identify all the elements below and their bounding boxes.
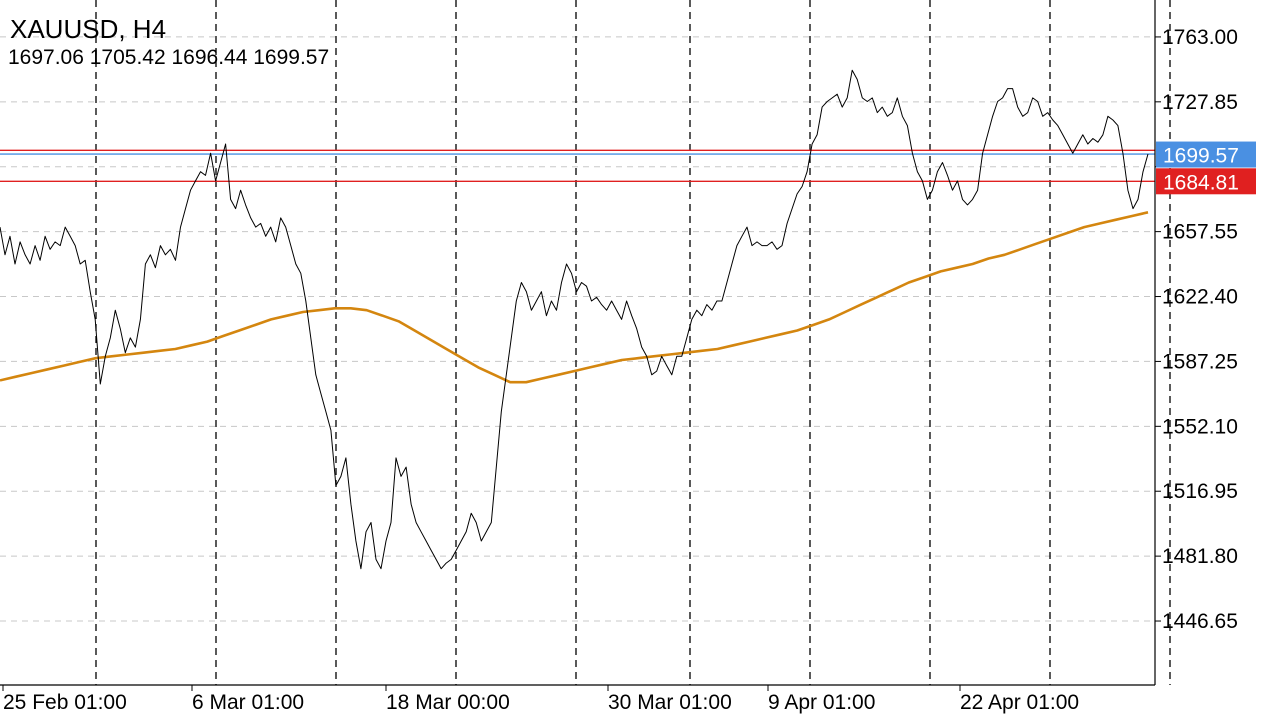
y-tick-label: 1552.10: [1162, 415, 1238, 438]
y-tick-label: 1727.85: [1162, 91, 1238, 114]
y-axis-labels: 1763.00 1727.85 1657.55 1622.40 1587.25 1552.…: [1162, 26, 1238, 633]
x-tick-label: 25 Feb 01:00: [3, 691, 127, 714]
x-tick-label: 22 Apr 01:00: [960, 691, 1079, 714]
x-tick-label: 9 Apr 01:00: [768, 691, 875, 714]
moving-average-line: [0, 211, 1149, 384]
chart-title: XAUUSD, H4: [10, 14, 167, 44]
level-price-badge-text: 1684.81: [1163, 171, 1239, 194]
y-tick-label: 1657.55: [1162, 221, 1238, 244]
y-tick-label: 1481.80: [1162, 545, 1238, 568]
price-line: [0, 69, 1149, 570]
x-axis-labels: 25 Feb 01:00 6 Mar 01:00 18 Mar 00:00 30 Ma…: [3, 691, 1079, 714]
y-tick-label: 1763.00: [1162, 26, 1238, 49]
y-tick-label: 1516.95: [1162, 480, 1238, 503]
y-tick-label: 1446.65: [1162, 610, 1238, 633]
session-separators: [95, 0, 1171, 685]
grid-lines: [0, 36, 1155, 622]
bid-price-badge-text: 1699.57: [1163, 145, 1239, 168]
ohlc-readout: 1697.06 1705.42 1696.44 1699.57: [8, 46, 330, 69]
x-tick-label: 30 Mar 01:00: [608, 691, 732, 714]
y-tick-label: 1587.25: [1162, 350, 1238, 373]
bid-price-badge-background: [1156, 141, 1256, 168]
axes: [0, 0, 1161, 691]
y-tick-label: 1622.40: [1162, 286, 1238, 309]
price-badges: 1699.57 1684.81: [1156, 141, 1256, 195]
x-tick-label: 6 Mar 01:00: [192, 691, 304, 714]
x-tick-label: 18 Mar 00:00: [386, 691, 510, 714]
price-levels: [0, 149, 1155, 182]
level-price-badge-background: [1156, 168, 1256, 195]
series-lines: [0, 69, 1149, 570]
